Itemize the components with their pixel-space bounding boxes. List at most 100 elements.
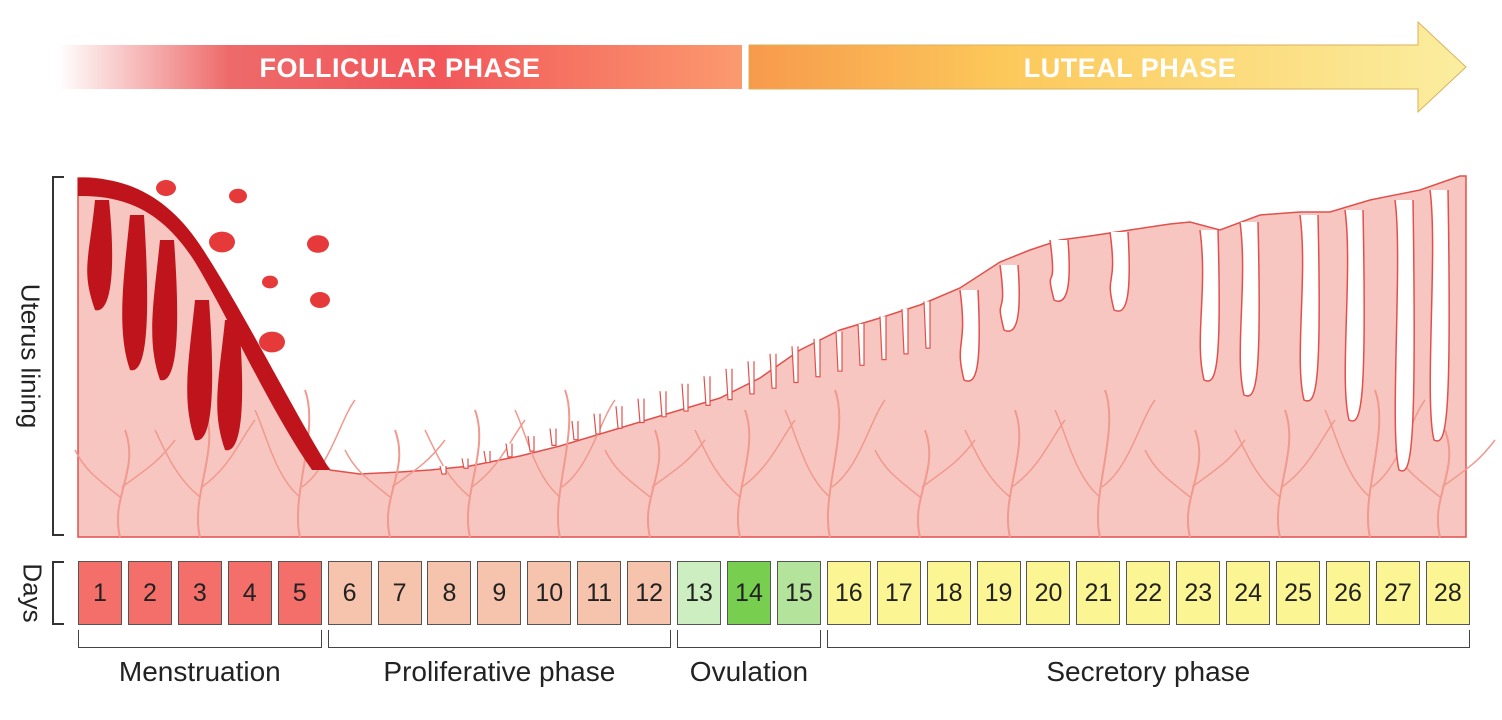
day-box: 15 <box>776 561 821 625</box>
crypt <box>879 316 887 361</box>
vessel <box>646 429 661 538</box>
vessel-branch <box>831 399 886 488</box>
gland <box>1049 239 1070 302</box>
crypt <box>439 465 447 475</box>
gland <box>1344 209 1365 422</box>
crypt <box>747 361 755 395</box>
day-box: 19 <box>976 561 1021 625</box>
group-label: Menstruation <box>118 656 281 687</box>
crypt <box>549 428 557 446</box>
vessel-branch <box>471 419 526 488</box>
vessel-branch <box>784 409 831 498</box>
blood-droplet <box>307 235 329 253</box>
vessel-branch <box>604 449 651 498</box>
crypt <box>813 338 821 378</box>
group-label: Proliferative phase <box>383 656 616 687</box>
day-box: 6 <box>327 561 372 625</box>
blood-drip <box>187 300 213 441</box>
crypt <box>725 368 733 401</box>
vessel <box>556 389 571 538</box>
vessel-branch <box>514 409 561 498</box>
shedding-layer <box>78 177 330 470</box>
gland <box>1199 229 1220 382</box>
days-axis-label: Days <box>17 563 48 623</box>
day-box: 20 <box>1026 561 1071 625</box>
vessel-branch <box>1441 439 1496 488</box>
vessel-branch <box>201 419 256 488</box>
day-box: 12 <box>627 561 672 625</box>
blood-vessels <box>74 389 1496 538</box>
glands <box>439 189 1450 475</box>
vessel-branch <box>344 449 391 498</box>
blood-drip <box>217 320 243 451</box>
gland <box>1299 214 1320 402</box>
vessel-branch <box>1101 399 1156 488</box>
day-box: 8 <box>427 561 472 625</box>
vessel-branch <box>1281 419 1336 488</box>
vessel-branch <box>1234 429 1281 498</box>
days-axis-bracket <box>52 561 64 625</box>
group-label: Secretory phase <box>1046 656 1251 687</box>
day-box: 3 <box>177 561 222 625</box>
day-box: 25 <box>1276 561 1321 625</box>
vessel <box>296 389 311 538</box>
group-bracket <box>826 630 1470 648</box>
vessel-branch <box>964 429 1011 498</box>
crypt <box>681 383 689 412</box>
blood-drip <box>122 215 148 371</box>
day-box: 28 <box>1425 561 1470 625</box>
blood-droplet <box>310 292 330 308</box>
blood-droplet <box>259 331 285 353</box>
day-box: 13 <box>677 561 722 625</box>
vessel-branch <box>1011 419 1066 488</box>
crypt <box>637 398 645 424</box>
blood-droplet <box>262 275 278 289</box>
luteal-phase-label: LUTEAL PHASE <box>1023 53 1237 83</box>
crypt <box>901 308 909 355</box>
y-axis-label: Uterus lining <box>15 283 46 429</box>
vessel-branch <box>391 439 446 488</box>
day-box: 5 <box>277 561 322 625</box>
day-box: 14 <box>726 561 771 625</box>
crypt <box>571 421 579 441</box>
vessel-branch <box>1324 409 1371 498</box>
crypt <box>835 331 843 372</box>
crypt <box>791 346 799 384</box>
crypt <box>461 458 469 469</box>
group-bracket <box>677 630 821 648</box>
vessel-branch <box>301 399 356 488</box>
day-box: 21 <box>1076 561 1121 625</box>
vessel-branch <box>561 399 616 488</box>
vessel-branch <box>254 409 301 498</box>
day-box: 10 <box>527 561 572 625</box>
vessel <box>736 409 751 538</box>
phase-arrow <box>58 20 1467 114</box>
vessel <box>826 389 841 538</box>
vessel-branch <box>74 449 121 498</box>
gland <box>1239 221 1260 397</box>
day-box: 27 <box>1375 561 1420 625</box>
menstrual-blood <box>78 177 330 470</box>
day-box: 4 <box>227 561 272 625</box>
vessel-branch <box>921 439 976 488</box>
vessel <box>1186 429 1201 538</box>
vessel <box>916 429 931 538</box>
vessel-branch <box>741 419 796 488</box>
day-box: 17 <box>876 561 921 625</box>
vessel-branch <box>651 439 706 488</box>
day-box: 7 <box>377 561 422 625</box>
blood-drip <box>152 240 178 381</box>
day-box: 26 <box>1326 561 1370 625</box>
vessel <box>1436 429 1451 538</box>
crypt <box>923 301 931 349</box>
blood-droplet <box>229 188 247 204</box>
crypt <box>593 413 601 435</box>
luteal-arrow <box>748 20 1467 114</box>
blood-droplet <box>156 180 176 196</box>
day-box: 18 <box>926 561 971 625</box>
gland <box>1429 189 1450 442</box>
crypt <box>659 391 667 418</box>
vessel-branch <box>1054 409 1101 498</box>
group-label: Ovulation <box>689 656 809 687</box>
follicular-phase-label: FOLLICULAR PHASE <box>259 53 541 83</box>
